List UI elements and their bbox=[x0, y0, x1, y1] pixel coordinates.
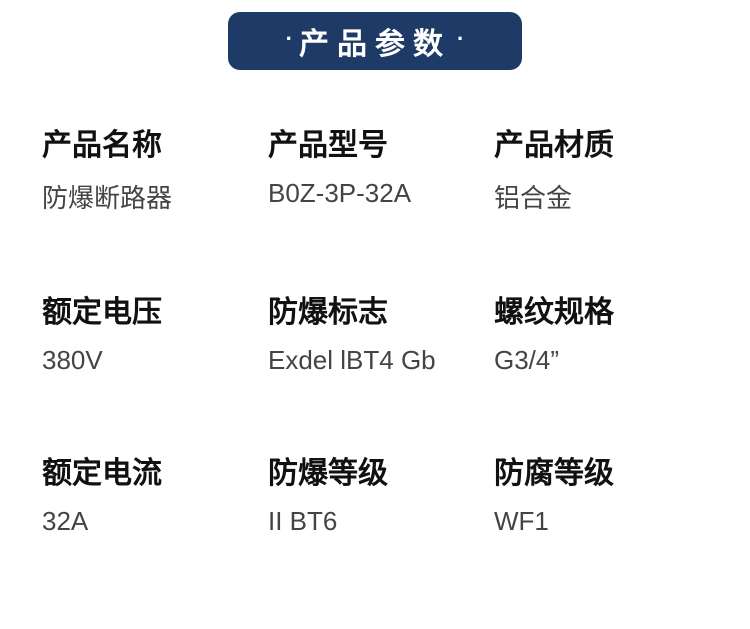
spec-cell: 额定电流 32A bbox=[42, 448, 268, 537]
spec-value: II BT6 bbox=[268, 506, 494, 537]
spec-label: 产品名称 bbox=[42, 120, 268, 164]
spec-grid: 产品名称 防爆断路器 产品型号 B0Z-3P-32A 产品材质 铝合金 额定电压… bbox=[0, 120, 750, 537]
spec-cell: 产品型号 B0Z-3P-32A bbox=[268, 120, 494, 215]
spec-cell: 防腐等级 WF1 bbox=[494, 448, 720, 537]
spec-value: 32A bbox=[42, 506, 268, 537]
spec-value: B0Z-3P-32A bbox=[268, 178, 494, 209]
spec-label: 防腐等级 bbox=[494, 448, 720, 492]
dot-right: · bbox=[457, 26, 464, 52]
spec-cell: 产品名称 防爆断路器 bbox=[42, 120, 268, 215]
spec-cell: 防爆标志 Exdel lBT4 Gb bbox=[268, 287, 494, 376]
spec-value: 铝合金 bbox=[494, 178, 720, 215]
spec-label: 螺纹规格 bbox=[494, 287, 720, 331]
spec-cell: 防爆等级 II BT6 bbox=[268, 448, 494, 537]
header-title: 产品参数 bbox=[299, 19, 451, 63]
spec-cell: 额定电压 380V bbox=[42, 287, 268, 376]
spec-label: 额定电压 bbox=[42, 287, 268, 331]
spec-label: 防爆等级 bbox=[268, 448, 494, 492]
spec-value: WF1 bbox=[494, 506, 720, 537]
spec-value: 防爆断路器 bbox=[42, 178, 268, 215]
spec-label: 产品型号 bbox=[268, 120, 494, 164]
header-badge: · 产品参数 · bbox=[228, 12, 522, 70]
spec-cell: 螺纹规格 G3/4” bbox=[494, 287, 720, 376]
spec-label: 防爆标志 bbox=[268, 287, 494, 331]
spec-value: G3/4” bbox=[494, 345, 720, 376]
spec-label: 额定电流 bbox=[42, 448, 268, 492]
spec-value: 380V bbox=[42, 345, 268, 376]
spec-label: 产品材质 bbox=[494, 120, 720, 164]
spec-value: Exdel lBT4 Gb bbox=[268, 345, 494, 376]
spec-cell: 产品材质 铝合金 bbox=[494, 120, 720, 215]
dot-left: · bbox=[286, 26, 293, 52]
